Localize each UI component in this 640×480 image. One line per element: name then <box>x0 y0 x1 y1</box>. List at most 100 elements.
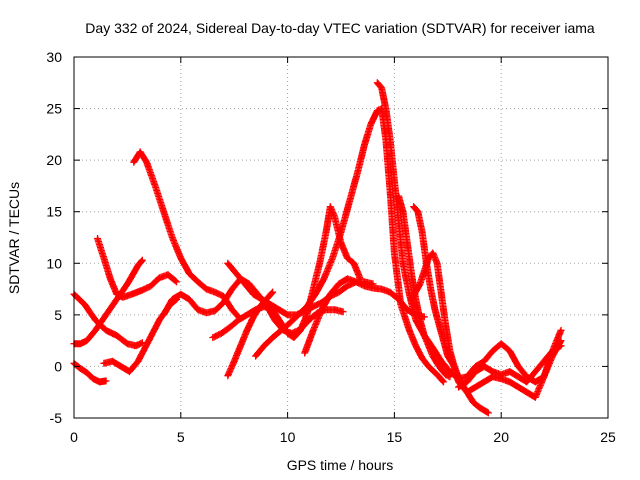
axis-ticks <box>73 56 609 419</box>
data-point <box>136 343 140 346</box>
data-points <box>70 79 565 417</box>
data-point <box>79 342 82 345</box>
data-point <box>312 305 315 308</box>
data-point <box>453 365 456 368</box>
y-tick-label: 30 <box>46 49 62 65</box>
y-tick-label: 0 <box>54 358 62 374</box>
data-point <box>136 264 140 267</box>
data-point <box>121 296 125 299</box>
data-point <box>346 284 349 288</box>
data-point <box>230 287 234 291</box>
data-point <box>508 349 511 353</box>
data-point <box>448 370 452 373</box>
x-axis-label: GPS time / hours <box>287 457 394 473</box>
data-point <box>213 290 217 294</box>
data-point <box>534 370 537 373</box>
data-point <box>94 329 97 332</box>
data-point <box>252 315 255 319</box>
data-point <box>542 375 546 378</box>
data-point <box>211 336 215 339</box>
data-point <box>397 220 400 224</box>
data-point <box>440 360 443 363</box>
data-point <box>318 262 321 265</box>
data-point <box>292 336 296 339</box>
data-point <box>414 318 417 322</box>
data-point <box>416 210 420 213</box>
data-point <box>393 251 396 255</box>
data-point <box>271 336 274 339</box>
data-point <box>442 380 445 384</box>
data-point <box>412 205 415 208</box>
data-point <box>397 298 400 301</box>
data-point <box>230 308 234 311</box>
y-tick-label: 15 <box>46 204 62 220</box>
data-point <box>220 332 223 335</box>
data-point <box>196 280 200 284</box>
data-point <box>346 256 349 260</box>
data-point <box>410 298 413 301</box>
data-point <box>435 373 439 376</box>
data-point <box>139 150 142 154</box>
data-point <box>352 262 356 265</box>
data-point <box>427 344 430 347</box>
data-point <box>153 184 157 188</box>
data-point <box>406 308 409 311</box>
data-point <box>228 326 232 329</box>
data-point <box>465 380 469 384</box>
data-point <box>431 251 435 255</box>
data-point <box>286 313 289 317</box>
data-point <box>235 272 238 275</box>
data-point <box>305 313 309 317</box>
data-point <box>341 310 345 313</box>
data-point <box>474 385 477 389</box>
data-point <box>145 161 148 164</box>
data-point <box>269 303 272 306</box>
x-tick-label: 25 <box>600 429 616 445</box>
data-point <box>171 236 174 239</box>
series-markers <box>408 249 565 401</box>
data-point <box>312 329 315 332</box>
data-point <box>188 272 191 275</box>
data-point <box>324 308 328 311</box>
data-point <box>478 406 482 409</box>
data-point <box>162 313 165 317</box>
data-point <box>158 276 161 279</box>
data-point <box>423 315 426 319</box>
data-point <box>147 339 150 342</box>
data-point <box>337 290 341 294</box>
y-axis-label: SDTVAR / TECUs <box>6 182 22 294</box>
data-point <box>508 370 511 373</box>
y-tick-label: 10 <box>46 255 62 271</box>
data-point <box>418 282 422 286</box>
data-point <box>119 365 123 368</box>
data-point <box>254 354 257 358</box>
data-point <box>130 293 133 296</box>
data-point <box>277 308 281 311</box>
data-point <box>254 308 257 311</box>
data-point <box>205 311 208 314</box>
data-point <box>260 298 264 301</box>
data-point <box>438 323 441 327</box>
data-point <box>149 284 153 288</box>
data-point <box>517 375 520 378</box>
data-point <box>500 377 503 381</box>
data-point <box>104 329 108 332</box>
data-point <box>179 293 182 296</box>
y-tick-label: 25 <box>46 101 62 117</box>
data-point <box>401 210 405 213</box>
data-point <box>134 344 138 347</box>
data-point <box>252 293 255 296</box>
data-point <box>92 377 95 381</box>
data-point <box>474 365 477 368</box>
data-point <box>397 195 400 198</box>
data-point <box>408 293 411 296</box>
data-point <box>188 298 191 301</box>
data-series-12 <box>301 275 428 357</box>
data-point <box>115 334 118 337</box>
data-point <box>158 318 161 322</box>
data-series-16 <box>408 249 565 401</box>
data-point <box>440 293 443 296</box>
data-point <box>141 288 144 292</box>
chart-title: Day 332 of 2024, Sidereal Day-to-day VTE… <box>85 20 595 36</box>
data-point <box>542 360 546 363</box>
